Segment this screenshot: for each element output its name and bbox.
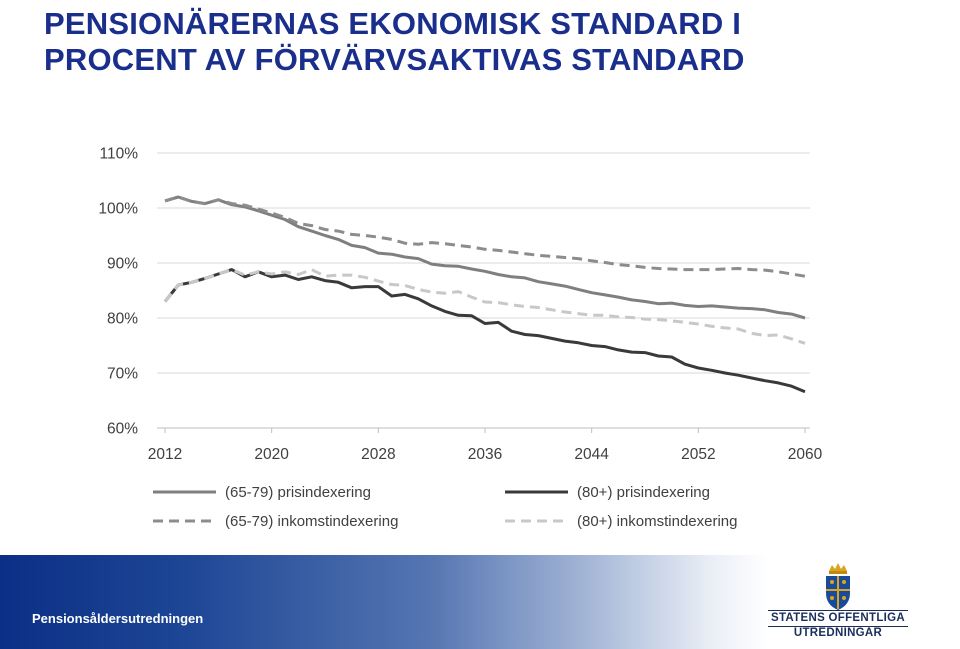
x-tick-label: 2020 bbox=[254, 446, 289, 463]
footer-bar: Pensionsåldersutredningen STATENS OFFENT… bbox=[0, 555, 960, 649]
series-line-4 bbox=[163, 268, 806, 345]
y-tick-label: 100% bbox=[98, 201, 138, 218]
legend-label-3: (65-79) inkomstindexering bbox=[225, 513, 398, 530]
y-tick-label: 80% bbox=[107, 311, 138, 328]
footer-label: Pensionsåldersutredningen bbox=[32, 611, 204, 626]
x-tick-label: 2012 bbox=[148, 446, 182, 463]
page-title: PENSIONÄRERNAS EKONOMISK STANDARD I PROC… bbox=[44, 6, 944, 78]
series-line-1 bbox=[164, 195, 806, 320]
x-tick-label: 2060 bbox=[788, 446, 823, 463]
x-tick-label: 2028 bbox=[361, 446, 395, 463]
sou-logo: STATENS OFFENTLIGA UTREDNINGAR bbox=[766, 561, 910, 645]
y-tick-label: 110% bbox=[100, 146, 139, 163]
logo-divider-top bbox=[768, 610, 908, 611]
series-line-3 bbox=[164, 195, 806, 278]
crown-shield-icon bbox=[826, 563, 850, 610]
legend-label-1: (65-79) prisindexering bbox=[225, 484, 371, 501]
legend-label-4: (80+) inkomstindexering bbox=[577, 513, 738, 530]
legend-label-2: (80+) prisindexering bbox=[577, 484, 710, 501]
title-line-1: PENSIONÄRERNAS EKONOMISK STANDARD I bbox=[44, 6, 742, 41]
logo-text-line-2: UTREDNINGAR bbox=[793, 627, 883, 639]
logo-divider-middle bbox=[768, 626, 908, 627]
series-line-2 bbox=[163, 268, 806, 394]
y-tick-label: 70% bbox=[107, 366, 138, 383]
x-tick-label: 2044 bbox=[574, 446, 609, 463]
title-line-2: PROCENT AV FÖRVÄRVSAKTIVAS STANDARD bbox=[44, 42, 745, 77]
x-tick-label: 2036 bbox=[468, 446, 502, 463]
x-tick-label: 2052 bbox=[681, 446, 715, 463]
y-tick-label: 60% bbox=[107, 421, 138, 438]
y-tick-label: 90% bbox=[107, 256, 138, 273]
pension-standard-line-chart: 60% 70% 80% 90% 100% 110% 2012 2020 2028 2036 2044… bbox=[98, 146, 823, 531]
logo-text-line-1: STATENS OFFENTLIGA bbox=[770, 612, 906, 624]
